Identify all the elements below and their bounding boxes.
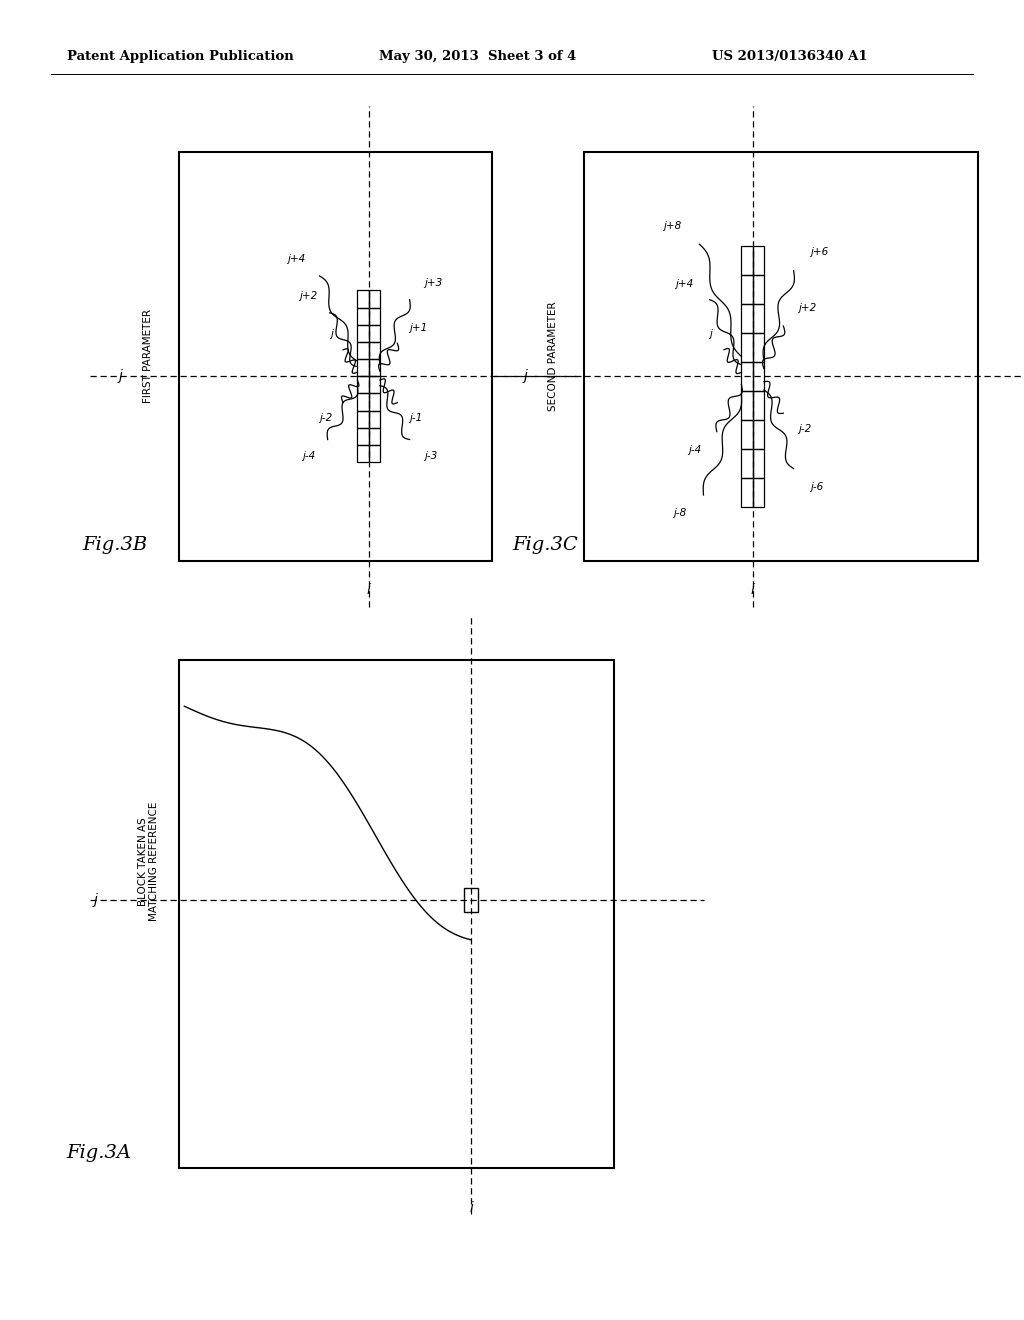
Text: j-2: j-2: [319, 413, 333, 424]
Bar: [584, 152, 978, 561]
Text: j-8: j-8: [673, 508, 686, 519]
Bar: [753, 333, 764, 362]
Bar: [369, 308, 380, 325]
Text: j-6: j-6: [810, 482, 823, 492]
Text: Fig.3A: Fig.3A: [67, 1143, 131, 1162]
Bar: [357, 290, 369, 308]
Bar: [741, 362, 753, 391]
Bar: [465, 888, 477, 912]
Bar: [753, 246, 764, 275]
Text: BLOCK TAKEN AS
MATCHING REFERENCE: BLOCK TAKEN AS MATCHING REFERENCE: [137, 801, 160, 921]
Text: j+4: j+4: [287, 253, 305, 264]
Bar: [369, 411, 380, 428]
Bar: [369, 342, 380, 359]
Text: j: j: [523, 370, 527, 383]
Bar: [369, 428, 380, 445]
Bar: [357, 428, 369, 445]
Text: j+6: j+6: [810, 247, 828, 257]
Bar: [179, 152, 492, 561]
Text: Patent Application Publication: Patent Application Publication: [67, 50, 293, 63]
Bar: [369, 359, 380, 376]
Text: j-4: j-4: [302, 451, 315, 462]
Text: j: j: [119, 370, 123, 383]
Bar: [357, 325, 369, 342]
Bar: [357, 376, 369, 393]
Bar: [741, 420, 753, 449]
Bar: [753, 275, 764, 304]
Bar: [741, 246, 753, 275]
Text: j: j: [330, 329, 333, 339]
Text: SECOND PARAMETER: SECOND PARAMETER: [548, 301, 558, 412]
Text: i: i: [751, 583, 755, 598]
Bar: [357, 308, 369, 325]
Text: US 2013/0136340 A1: US 2013/0136340 A1: [712, 50, 867, 63]
Bar: [369, 290, 380, 308]
Text: i: i: [367, 583, 371, 598]
Bar: [753, 449, 764, 478]
Text: j+1: j+1: [410, 322, 428, 333]
Text: j-2: j-2: [798, 424, 811, 434]
Text: j+8: j+8: [663, 220, 681, 231]
Bar: [753, 420, 764, 449]
Bar: [753, 362, 764, 391]
Text: j-3: j-3: [424, 451, 437, 462]
Text: j+4: j+4: [675, 279, 693, 289]
Bar: [357, 359, 369, 376]
Bar: [741, 449, 753, 478]
Text: j+3: j+3: [424, 277, 442, 288]
Bar: [369, 393, 380, 411]
Bar: [369, 325, 380, 342]
Text: j: j: [93, 894, 97, 907]
Bar: [753, 478, 764, 507]
Bar: [357, 342, 369, 359]
Text: j: j: [709, 329, 712, 339]
Bar: [357, 445, 369, 462]
Text: FIRST PARAMETER: FIRST PARAMETER: [143, 309, 154, 404]
Text: j+2: j+2: [299, 290, 317, 301]
Bar: [741, 304, 753, 333]
Text: j-1: j-1: [410, 413, 423, 424]
Text: Fig.3B: Fig.3B: [82, 536, 147, 554]
Bar: [369, 376, 380, 393]
Bar: [357, 411, 369, 428]
Bar: [179, 660, 614, 1168]
Text: i: i: [469, 1201, 473, 1216]
Text: j+2: j+2: [798, 302, 816, 313]
Bar: [741, 333, 753, 362]
Bar: [741, 391, 753, 420]
Bar: [753, 391, 764, 420]
Bar: [741, 275, 753, 304]
Bar: [753, 304, 764, 333]
Text: May 30, 2013  Sheet 3 of 4: May 30, 2013 Sheet 3 of 4: [379, 50, 577, 63]
Bar: [357, 393, 369, 411]
Text: j-4: j-4: [688, 445, 701, 455]
Bar: [369, 445, 380, 462]
Text: Fig.3C: Fig.3C: [512, 536, 578, 554]
Bar: [741, 478, 753, 507]
